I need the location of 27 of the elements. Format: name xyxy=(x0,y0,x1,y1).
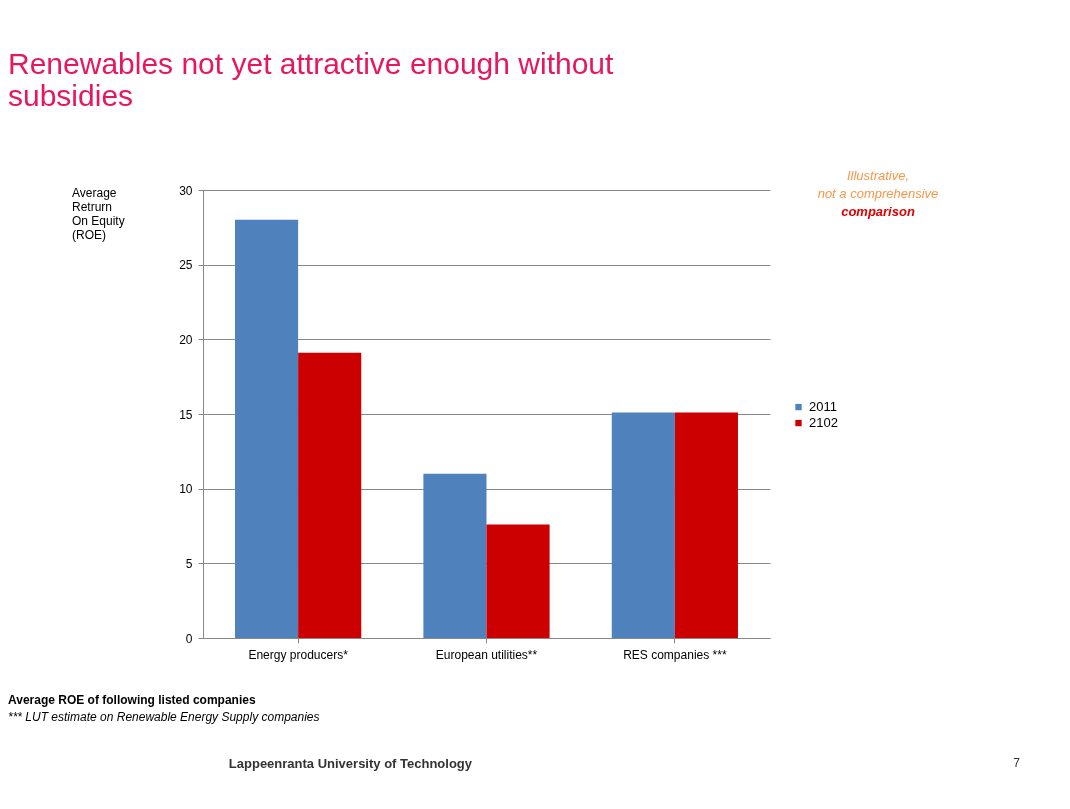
legend-label: 2102 xyxy=(809,415,838,431)
text: comparison xyxy=(841,204,915,219)
x-tick-label: RES companies *** xyxy=(623,647,727,662)
bar xyxy=(674,412,738,638)
text: not a comprehensive xyxy=(817,186,939,201)
bar xyxy=(611,412,675,638)
chart-title: Renewables not yet attractive enough without subsidies xyxy=(8,47,615,112)
text: 7 xyxy=(1013,756,1021,770)
y-tick-label: 20 xyxy=(179,332,193,347)
x-tick-label: Energy producers* xyxy=(248,647,349,662)
bar xyxy=(486,524,550,638)
text: Illustrative, xyxy=(846,168,910,183)
y-axis-title: Average Retrurn On Equity (ROE) xyxy=(72,186,125,242)
text: Average ROE of following listed companies xyxy=(8,693,256,707)
bar xyxy=(298,352,362,638)
y-tick-label: 25 xyxy=(179,258,193,273)
x-tick-label: European utilities** xyxy=(435,647,538,662)
y-tick-label: 10 xyxy=(179,482,193,497)
y-tick-label: 0 xyxy=(185,631,193,646)
text: *** LUT estimate on Renewable Energy Supply companies xyxy=(8,710,320,724)
y-tick-label: 15 xyxy=(179,407,193,422)
bar xyxy=(235,219,299,638)
y-tick-label: 30 xyxy=(179,183,193,198)
bar xyxy=(423,473,487,638)
y-tick-label: 5 xyxy=(185,556,193,571)
text: Lappeenranta University of Technology xyxy=(228,756,473,771)
legend-label: 2011 xyxy=(809,399,837,415)
